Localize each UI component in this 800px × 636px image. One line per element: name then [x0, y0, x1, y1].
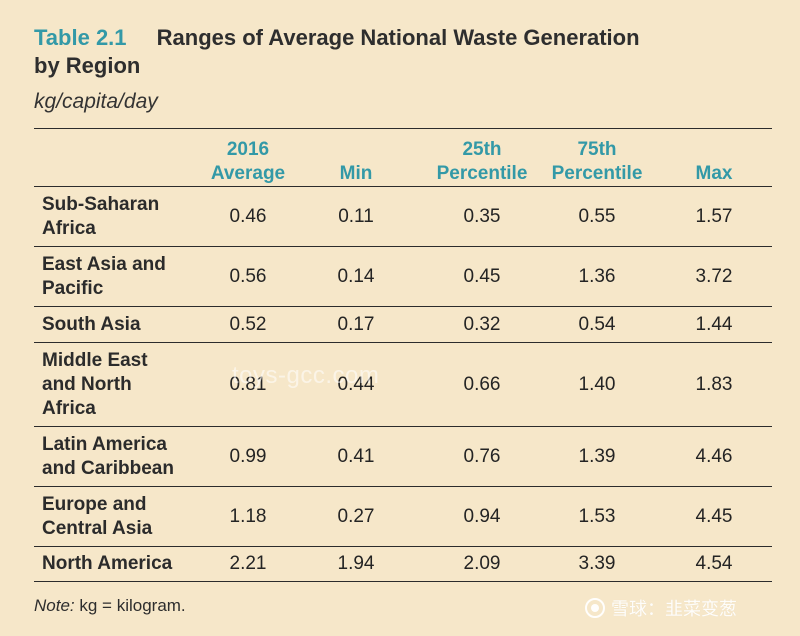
table-number: Table 2.1 [34, 25, 127, 50]
region-name: Europe and Central Asia [42, 493, 153, 539]
percentile-25-value: 2.09 [463, 553, 501, 574]
table-row: Europe and Central Asia 1.18 0.27 0.94 1… [34, 486, 772, 546]
min-value: 0.14 [337, 265, 375, 287]
average-value: 0.52 [229, 313, 267, 335]
percentile-75-value: 1.39 [578, 445, 616, 467]
header-max: Max [666, 136, 762, 186]
average-value: 0.56 [229, 265, 267, 287]
corner-watermark-text: 雪球：韭菜变葱 [611, 599, 737, 619]
average-value: 0.46 [229, 205, 267, 227]
average-value: 1.18 [229, 505, 267, 527]
table-row: East Asia and Pacific 0.56 0.14 0.45 1.3… [34, 246, 772, 306]
percentile-25-value: 0.32 [463, 313, 501, 335]
max-value: 3.72 [695, 265, 733, 287]
center-watermark: toys-gcc.com [232, 362, 380, 389]
average-value: 0.99 [229, 445, 267, 467]
max-value: 4.46 [695, 445, 733, 467]
header-min-label: Min [339, 163, 373, 184]
header-75th-percentile: 75th Percentile [542, 136, 652, 186]
percentile-75-value: 1.53 [578, 505, 616, 527]
table-row: South Asia 0.52 0.17 0.32 0.54 1.44 [34, 306, 772, 342]
table-header-row: 2016 Average Min 25th Percentile 75th Pe… [34, 136, 772, 186]
header-25th-label: 25th Percentile [436, 139, 528, 184]
header-75th-label: 75th Percentile [551, 139, 643, 184]
table-row: Latin America and Caribbean 0.99 0.41 0.… [34, 426, 772, 486]
min-value: 0.44 [337, 373, 375, 395]
average-value: 2.21 [229, 553, 267, 574]
max-value: 1.44 [695, 313, 733, 335]
percentile-25-value: 0.45 [463, 265, 501, 287]
max-value: 1.57 [695, 205, 733, 227]
header-min: Min [316, 136, 396, 186]
percentile-75-value: 3.39 [578, 553, 616, 574]
percentile-75-value: 1.36 [578, 265, 616, 287]
table-note: Note: kg = kilogram. [34, 596, 186, 616]
max-value: 4.45 [695, 505, 733, 527]
region-name: Sub-Saharan Africa [42, 193, 160, 239]
percentile-75-value: 1.40 [578, 373, 616, 395]
unit-subtitle: kg/capita/day [34, 90, 158, 113]
header-max-label: Max [695, 163, 733, 184]
min-value: 1.94 [337, 553, 375, 574]
min-value: 0.41 [337, 445, 375, 467]
max-value: 4.54 [695, 553, 733, 574]
region-name: Middle East and North Africa [42, 349, 148, 419]
percentile-75-value: 0.55 [578, 205, 616, 227]
region-name: South Asia [42, 313, 141, 335]
table-row: Middle East and North Africa 0.81 0.44 0… [34, 342, 772, 426]
top-rule [34, 128, 772, 129]
snowball-icon [585, 598, 605, 618]
min-value: 0.27 [337, 505, 375, 527]
min-value: 0.17 [337, 313, 375, 335]
header-average-label: 2016 Average [210, 139, 286, 184]
region-name: North America [42, 553, 173, 574]
min-value: 0.11 [338, 205, 374, 227]
table-row: North America 2.21 1.94 2.09 3.39 4.54 [34, 546, 772, 582]
percentile-25-value: 0.35 [463, 205, 501, 227]
max-value: 1.83 [695, 373, 733, 395]
table-title-line-2: by Region [34, 53, 141, 78]
table-row: Sub-Saharan Africa 0.46 0.11 0.35 0.55 1… [34, 186, 772, 246]
percentile-75-value: 0.54 [578, 313, 616, 335]
header-25th-percentile: 25th Percentile [432, 136, 532, 186]
region-name: East Asia and Pacific [42, 253, 166, 299]
table-title: Table 2.1 Ranges of Average National Was… [34, 24, 774, 80]
region-name: Latin America and Caribbean [42, 433, 174, 479]
table-title-line-1: Ranges of Average National Waste Generat… [156, 25, 640, 50]
average-value: 0.81 [229, 373, 267, 395]
note-label: Note: [34, 596, 75, 615]
percentile-25-value: 0.66 [463, 373, 501, 395]
header-average: 2016 Average [200, 136, 296, 186]
percentile-25-value: 0.94 [463, 505, 501, 527]
percentile-25-value: 0.76 [463, 445, 501, 467]
corner-watermark: 雪球：韭菜变葱 [585, 595, 737, 621]
note-text: kg = kilogram. [74, 596, 186, 615]
